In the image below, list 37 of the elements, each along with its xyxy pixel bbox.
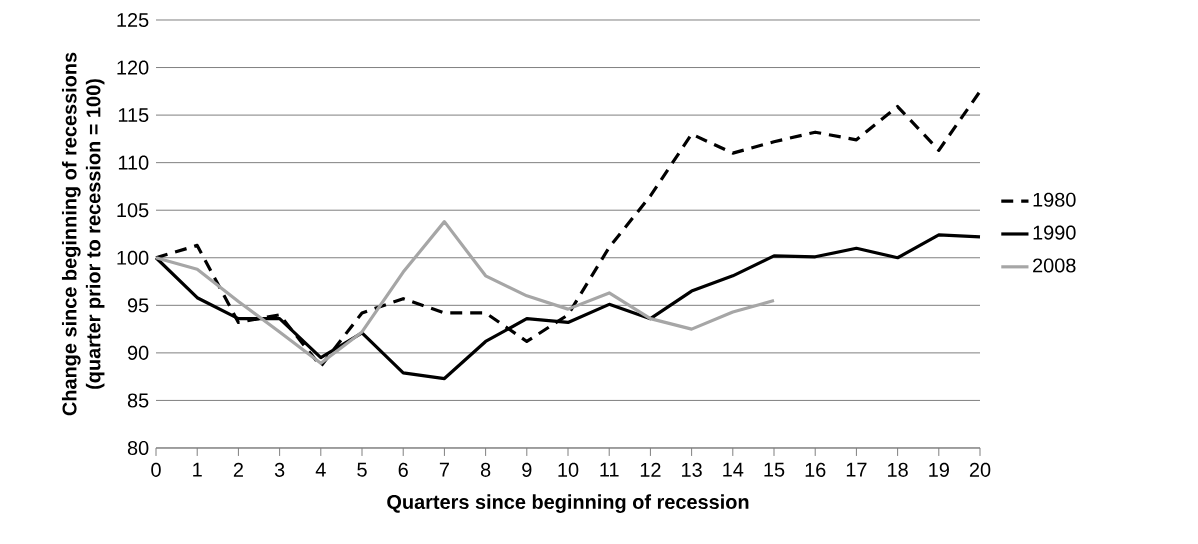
x-tick-label: 3 xyxy=(274,462,285,477)
y-tick-label: 105 xyxy=(117,203,149,218)
x-tick-label: 7 xyxy=(439,462,449,477)
x-tick-label: 14 xyxy=(723,462,744,477)
x-axis-title: Quarters since beginning of recession xyxy=(387,494,749,514)
line-series xyxy=(154,220,776,365)
x-tick-label: 20 xyxy=(969,462,991,477)
y-tick-label: 110 xyxy=(118,155,149,170)
x-tick-label: 17 xyxy=(846,462,867,477)
x-tick-label: 13 xyxy=(682,462,702,477)
y-tick-label: 125 xyxy=(117,12,149,28)
x-tick-label: 1 xyxy=(193,462,202,477)
y-tick-label: 95 xyxy=(127,298,149,313)
y-tick-label: 100 xyxy=(117,250,149,265)
x-tick-label: 16 xyxy=(805,462,826,477)
x-tick-label: 19 xyxy=(929,462,949,477)
y-tick-label: 90 xyxy=(127,345,149,360)
y-axis-title: Change since beginning of recessions (quarter prior to recession = 100) xyxy=(61,52,105,416)
x-tick-label: 2 xyxy=(233,462,243,477)
y-tick-label: 115 xyxy=(118,108,149,123)
x-tick-label: 15 xyxy=(764,462,785,477)
x-tick-label: 11 xyxy=(600,462,619,477)
y-tick-label: 80 xyxy=(127,440,149,456)
y-tick-label: 85 xyxy=(127,393,149,408)
legend-label: 1990 xyxy=(1033,225,1076,240)
legend-label: 1980 xyxy=(1033,192,1076,207)
x-tick-label: 10 xyxy=(558,462,579,477)
x-tick-label: 8 xyxy=(480,462,491,477)
x-tick-label: 0 xyxy=(151,462,161,477)
y-tick-label: 120 xyxy=(117,60,149,75)
legend-label: 2008 xyxy=(1033,258,1076,273)
x-tick-label: 4 xyxy=(315,462,326,477)
x-tick-label: 12 xyxy=(640,462,661,477)
x-tick-label: 18 xyxy=(888,462,908,477)
x-tick-label: 9 xyxy=(522,462,532,477)
x-tick-label: 5 xyxy=(357,462,367,477)
x-tick-label: 6 xyxy=(398,462,408,477)
